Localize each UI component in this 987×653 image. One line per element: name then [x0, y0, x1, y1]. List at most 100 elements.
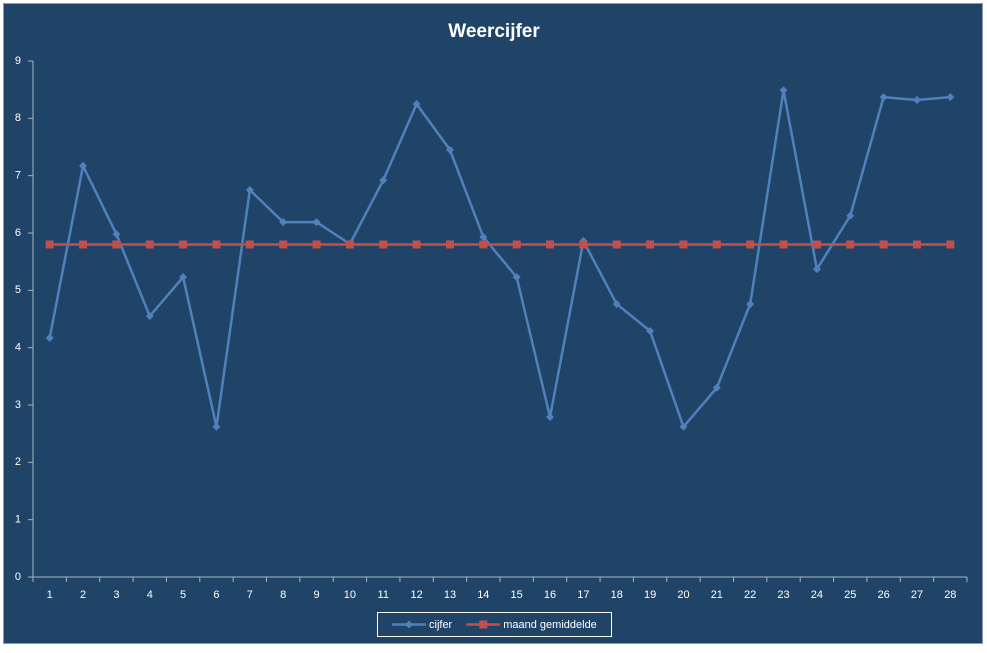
x-tick-label: 15	[511, 589, 523, 601]
x-tick-label: 1	[47, 589, 53, 601]
data-point	[746, 240, 755, 249]
data-point	[112, 230, 121, 239]
data-point	[112, 240, 121, 249]
data-point	[846, 211, 855, 220]
x-tick-label: 26	[877, 589, 889, 601]
data-point	[445, 145, 454, 154]
legend-marker	[479, 620, 488, 629]
y-tick-label: 9	[15, 55, 21, 67]
data-point	[946, 240, 955, 249]
data-point	[79, 161, 88, 170]
x-tick-label: 12	[410, 589, 422, 601]
data-point	[445, 240, 454, 249]
x-tick-label: 17	[577, 589, 589, 601]
data-point	[312, 218, 321, 227]
x-tick-label: 5	[180, 589, 186, 601]
data-point	[679, 422, 688, 431]
chart-title: Weercijfer	[448, 21, 540, 42]
data-point	[912, 95, 921, 104]
series-line	[48, 90, 951, 430]
data-point	[279, 240, 288, 249]
data-point	[779, 240, 788, 249]
data-point	[45, 333, 54, 342]
data-point	[279, 218, 288, 227]
x-tick-label: 16	[544, 589, 556, 601]
data-point	[245, 186, 254, 194]
data-point	[379, 240, 388, 249]
data-point	[179, 240, 188, 249]
y-tick-label: 0	[15, 571, 21, 583]
data-point	[412, 100, 421, 108]
data-point	[546, 413, 555, 422]
legend-label: maand gemiddelde	[503, 619, 597, 631]
x-tick-label: 3	[113, 589, 119, 601]
data-point	[612, 240, 621, 249]
y-tick-label: 7	[15, 170, 21, 182]
x-tick-label: 13	[444, 589, 456, 601]
data-point	[912, 240, 921, 249]
data-point	[646, 327, 655, 336]
data-point	[846, 240, 855, 249]
data-point	[145, 240, 154, 249]
x-tick-label: 8	[280, 589, 286, 601]
x-tick-label: 19	[644, 589, 656, 601]
data-point	[879, 240, 888, 249]
data-point	[712, 383, 721, 392]
data-point	[212, 422, 221, 431]
x-tick-label: 20	[677, 589, 689, 601]
data-point	[479, 233, 488, 242]
data-point	[79, 240, 88, 249]
x-tick-label: 27	[911, 589, 923, 601]
data-point	[946, 93, 955, 102]
data-point	[812, 265, 821, 274]
data-point	[312, 240, 321, 249]
x-tick-label: 4	[147, 589, 153, 601]
x-tick-label: 28	[944, 589, 956, 601]
data-point	[245, 240, 254, 249]
y-tick-label: 1	[15, 514, 21, 526]
x-tick-label: 2	[80, 589, 86, 601]
data-point	[379, 176, 388, 185]
x-tick-label: 21	[711, 589, 723, 601]
y-tick-label: 4	[15, 342, 21, 354]
legend-box	[377, 612, 612, 637]
x-tick-label: 6	[213, 589, 219, 601]
data-point	[812, 240, 821, 249]
x-tick-label: 14	[477, 589, 489, 601]
y-tick-label: 6	[15, 227, 21, 239]
data-point	[45, 240, 54, 249]
data-point	[212, 240, 221, 249]
data-point	[779, 86, 788, 95]
x-tick-label: 9	[313, 589, 319, 601]
data-point	[546, 240, 555, 249]
data-point	[612, 300, 621, 309]
data-point	[679, 240, 688, 249]
data-point	[179, 273, 188, 282]
y-tick-label: 3	[15, 399, 21, 411]
x-tick-label: 23	[777, 589, 789, 601]
x-tick-label: 11	[378, 589, 389, 601]
y-tick-label: 5	[15, 284, 21, 296]
chart-background	[3, 3, 983, 644]
data-point	[345, 240, 354, 249]
data-point	[712, 240, 721, 249]
y-tick-label: 8	[15, 112, 21, 124]
data-point	[512, 240, 521, 249]
legend-marker	[405, 620, 413, 629]
data-point	[145, 312, 154, 321]
x-tick-label: 25	[844, 589, 856, 601]
y-tick-label: 2	[15, 456, 21, 468]
data-point	[512, 273, 521, 282]
data-point	[646, 240, 655, 249]
x-tick-label: 7	[247, 589, 253, 601]
legend	[377, 612, 612, 637]
data-point	[479, 240, 488, 249]
legend-label: cijfer	[429, 619, 453, 631]
x-tick-label: 22	[744, 589, 756, 601]
data-point	[579, 240, 588, 249]
x-tick-label: 10	[344, 589, 356, 601]
x-tick-label: 18	[611, 589, 623, 601]
data-point	[879, 93, 888, 102]
data-point	[412, 240, 421, 249]
